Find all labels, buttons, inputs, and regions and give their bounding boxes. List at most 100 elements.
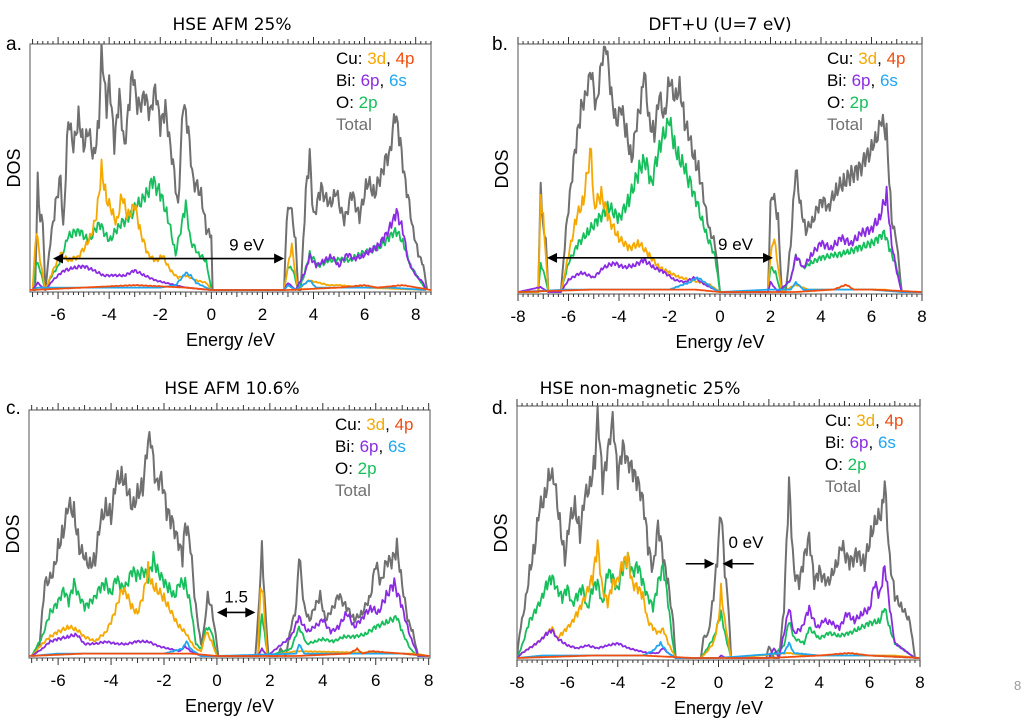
legend-sep: , <box>386 49 395 68</box>
x-tick-label: 4 <box>309 305 318 324</box>
x-tick-label: 2 <box>258 305 267 324</box>
arrowhead-left-icon <box>216 607 227 618</box>
legend-entry: Bi: 6p, 6s <box>336 71 407 90</box>
legend-sep: , <box>385 415 394 434</box>
y-axis-label: DOS <box>492 149 512 188</box>
panel-letter: c. <box>6 398 21 419</box>
legend-prefix: Cu: <box>827 49 858 68</box>
x-tick-label: 2 <box>265 671 274 690</box>
legend-prefix: O: <box>335 459 358 478</box>
legend-entry: Bi: 6p, 6s <box>827 71 898 90</box>
legend-entry: Cu: 3d, 4p <box>336 49 414 68</box>
x-tick-label: -4 <box>611 307 626 326</box>
legend-item-total: Total <box>827 115 863 134</box>
x-tick-label: -2 <box>661 673 676 692</box>
x-tick-label: -8 <box>509 673 524 692</box>
gap-label: 0 eV <box>729 533 765 552</box>
x-tick-label: -4 <box>610 673 625 692</box>
x-tick-label: -6 <box>560 673 575 692</box>
legend-prefix: Bi: <box>825 433 850 452</box>
series-line-cu4p <box>30 284 431 291</box>
arrowhead-right-icon <box>763 252 774 263</box>
x-tick-label: 2 <box>766 307 775 326</box>
panel-a: HSE AFM 25% a. -6 -4 -2 0 2 4 6 8 Energy /eV DOS Cu:… <box>4 15 432 350</box>
legend-item-cu4p: 4p <box>887 49 906 68</box>
x-tick-label: 4 <box>318 671 327 690</box>
legend-item-bi6p: 6p <box>850 433 869 452</box>
legend-item-o2p: 2p <box>848 455 867 474</box>
legend-item-o2p: 2p <box>359 93 378 112</box>
x-tick-label: -6 <box>51 671 66 690</box>
legend-entry: Total <box>825 477 861 496</box>
legend-item-o2p: 2p <box>850 93 869 112</box>
series-line-o2p <box>518 116 922 293</box>
x-tick-label: -8 <box>510 307 525 326</box>
x-tick-label: 6 <box>867 307 876 326</box>
panel-letter: b. <box>492 34 508 55</box>
x-axis-label: Energy /eV <box>185 696 274 716</box>
legend-prefix: O: <box>336 93 359 112</box>
x-tick-label: 6 <box>865 673 874 692</box>
x-tick-label: 0 <box>212 671 221 690</box>
x-tick-label: 0 <box>714 673 723 692</box>
legend-item-total: Total <box>335 481 371 500</box>
arrowhead-right-icon <box>704 558 715 569</box>
x-tick-label: 6 <box>360 305 369 324</box>
legend-prefix: Bi: <box>335 437 360 456</box>
legend-prefix: O: <box>825 455 848 474</box>
x-tick-label: -6 <box>561 307 576 326</box>
x-tick-label: 0 <box>715 307 724 326</box>
plot-frame <box>29 43 432 293</box>
x-tick-label: -4 <box>103 671 118 690</box>
legend-entry: Total <box>827 115 863 134</box>
series-line-cu4p <box>29 647 430 657</box>
legend-item-bi6s: 6s <box>388 437 406 456</box>
legend-entry: Total <box>335 481 371 500</box>
gap-label: 9 eV <box>229 236 265 255</box>
legend-item-bi6s: 6s <box>880 71 898 90</box>
legend-entry: O: 2p <box>336 93 378 112</box>
legend-item-cu4p: 4p <box>396 49 415 68</box>
legend-entry: Bi: 6p, 6s <box>825 433 896 452</box>
legend-entry: Total <box>336 115 372 134</box>
gap-label: 1.5 <box>224 587 248 606</box>
panel-c: HSE AFM 10.6% c. -6 -4 -2 0 2 4 6 8 Energy /eV DOS C… <box>3 379 433 716</box>
panel-d: HSE non-magnetic 25% d. -8 -6 -4 -2 0 2 4 6 8 Energ… <box>491 379 925 718</box>
legend-item-cu4p: 4p <box>885 411 904 430</box>
x-tick-label: -2 <box>156 671 171 690</box>
legend-item-total: Total <box>336 115 372 134</box>
x-tick-label: -2 <box>662 307 677 326</box>
x-tick-label: 8 <box>915 673 924 692</box>
legend-sep: , <box>875 411 884 430</box>
legend-prefix: Cu: <box>825 411 856 430</box>
legend-sep: , <box>870 71 879 90</box>
arrowhead-right-icon <box>274 253 285 264</box>
legend-entry: O: 2p <box>827 93 869 112</box>
legend-item-cu4p: 4p <box>395 415 414 434</box>
series-line-cu4p <box>517 652 920 659</box>
arrowhead-right-icon <box>245 607 256 618</box>
legend-prefix: Cu: <box>335 415 366 434</box>
series-line-cu4p <box>518 283 922 293</box>
legend-item-cu3d: 3d <box>858 49 877 68</box>
x-tick-label: 4 <box>815 673 824 692</box>
legend-entry: Bi: 6p, 6s <box>335 437 406 456</box>
legend-prefix: Bi: <box>827 71 852 90</box>
page-number: 8 <box>1014 678 1022 693</box>
series-line-o2p <box>517 551 920 659</box>
panel-b: DFT+U (U=7 eV) b. -8 -6 -4 -2 0 2 4 6 8 Energy /eV D… <box>492 15 927 352</box>
arrowhead-left-icon <box>547 252 558 263</box>
x-axis-label: Energy /eV <box>186 330 275 350</box>
legend-item-bi6s: 6s <box>389 71 407 90</box>
legend-item-bi6p: 6p <box>361 71 380 90</box>
gap-label: 9 eV <box>718 235 754 254</box>
legend-item-total: Total <box>825 477 861 496</box>
x-tick-label: 6 <box>371 671 380 690</box>
x-axis-label: Energy /eV <box>674 698 763 718</box>
legend-item-cu3d: 3d <box>366 415 385 434</box>
legend-prefix: Bi: <box>336 71 361 90</box>
panel-title: HSE AFM 25% <box>173 15 292 35</box>
legend-item-bi6p: 6p <box>360 437 379 456</box>
legend-item-cu3d: 3d <box>856 411 875 430</box>
x-tick-label: 8 <box>424 671 433 690</box>
